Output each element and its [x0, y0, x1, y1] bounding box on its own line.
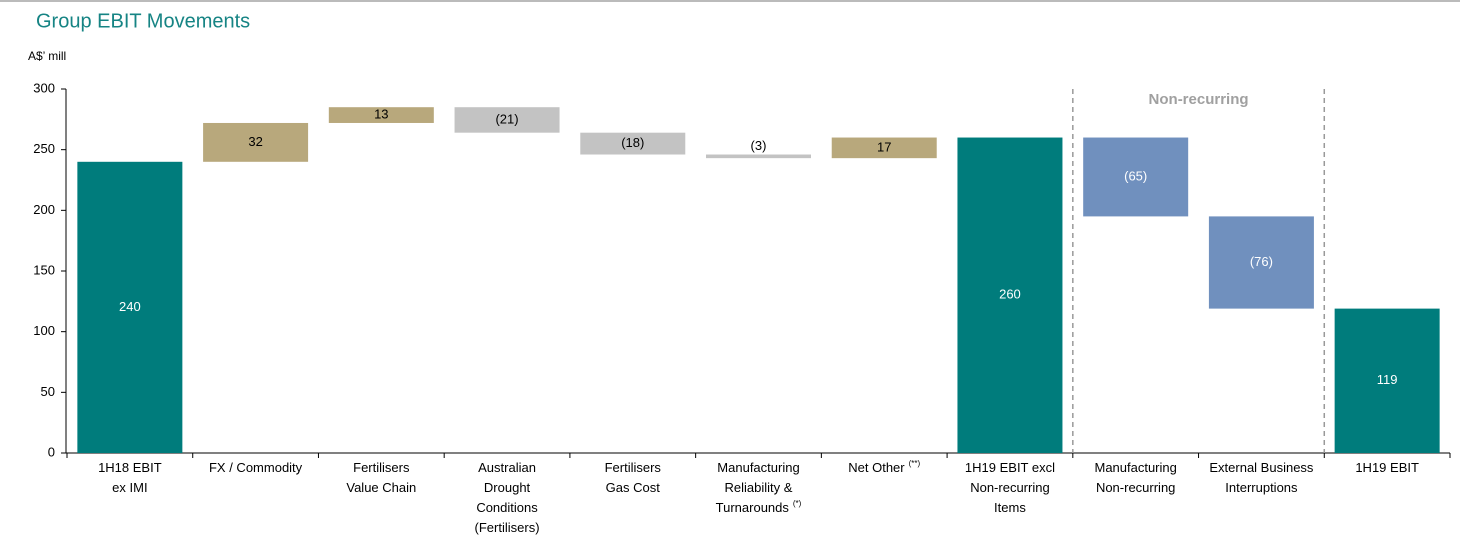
bar: [454, 107, 560, 133]
x-tick-label-line: Items: [994, 500, 1026, 515]
value-label: 240: [119, 299, 141, 314]
x-tick-label: Turnarounds (*): [716, 499, 802, 515]
x-tick-label-line: External Business: [1209, 460, 1314, 475]
x-tick-label-line: Interruptions: [1225, 480, 1298, 495]
value-label: 32: [248, 134, 262, 149]
x-tick-label-line: Non-recurring: [970, 480, 1049, 495]
chart-title: Group EBIT Movements: [36, 10, 250, 32]
x-tick-label: Manufacturing: [1094, 460, 1176, 475]
x-tick-label-note: (*): [793, 499, 802, 508]
x-tick-label: Value Chain: [346, 480, 416, 495]
value-label: (65): [1124, 168, 1147, 183]
x-tick-label-line: Gas Cost: [606, 480, 661, 495]
x-tick-label-note: (**): [909, 459, 921, 468]
value-label: (76): [1250, 254, 1273, 269]
x-tick-label: Gas Cost: [606, 480, 661, 495]
value-label: 17: [877, 139, 891, 154]
value-label: 119: [1377, 372, 1398, 387]
bar: [580, 132, 686, 155]
x-tick-label-line: Manufacturing: [717, 460, 799, 475]
y-axis-label: A$’ mill: [28, 49, 66, 63]
y-tick-label: 200: [33, 202, 55, 217]
bar: [1083, 137, 1189, 217]
x-tick-label: ex IMI: [112, 480, 147, 495]
x-tick-label: Fertilisers: [353, 460, 410, 475]
bar: [203, 122, 309, 162]
bar: [77, 161, 183, 454]
x-tick-label: 1H19 EBIT: [1355, 460, 1419, 475]
value-label: 260: [999, 287, 1021, 302]
x-tick-label-line: 1H19 EBIT excl: [965, 460, 1055, 475]
x-tick-label-line: Australian: [478, 460, 536, 475]
x-tick-label: External Business: [1209, 460, 1314, 475]
x-tick-label-line: Value Chain: [346, 480, 416, 495]
x-tick-label: Non-recurring: [970, 480, 1049, 495]
x-tick-label-line: ex IMI: [112, 480, 147, 495]
x-tick-label: Non-recurring: [1096, 480, 1175, 495]
y-tick-label: 250: [33, 141, 55, 156]
x-tick-label-line: Non-recurring: [1096, 480, 1175, 495]
value-label: (3): [751, 138, 767, 153]
x-tick-label-line: Conditions: [476, 500, 538, 515]
x-tick-label: 1H19 EBIT excl: [965, 460, 1055, 475]
bar: [328, 107, 434, 123]
bar: [831, 137, 937, 159]
x-tick-label-line: Reliability &: [725, 480, 793, 495]
x-tick-label: Fertilisers: [605, 460, 662, 475]
x-tick-label: Australian: [478, 460, 536, 475]
x-tick-label-line: FX / Commodity: [209, 460, 303, 475]
x-tick-label-line: 1H19 EBIT: [1355, 460, 1419, 475]
value-label: 13: [374, 107, 388, 122]
value-label: (21): [495, 111, 518, 126]
x-tick-label: Manufacturing: [717, 460, 799, 475]
x-tick-label-line: Net Other: [848, 460, 905, 475]
x-tick-label: Items: [994, 500, 1026, 515]
x-tick-label: Reliability &: [725, 480, 793, 495]
x-tick-label-line: (Fertilisers): [475, 520, 540, 535]
x-tick-label: Conditions: [476, 500, 538, 515]
x-tick-label: Drought: [484, 480, 531, 495]
x-tick-label-line: Manufacturing: [1094, 460, 1176, 475]
value-label: (18): [621, 135, 644, 150]
x-tick-label-line: 1H18 EBIT: [98, 460, 162, 475]
bar: [1208, 216, 1314, 309]
y-tick-label: 100: [33, 323, 55, 338]
x-tick-label: Interruptions: [1225, 480, 1298, 495]
annotation: Non-recurring: [1149, 91, 1249, 108]
x-tick-label-line: Turnarounds: [716, 500, 790, 515]
bar: [706, 154, 811, 159]
x-tick-label: 1H18 EBIT: [98, 460, 162, 475]
x-tick-label: (Fertilisers): [475, 520, 540, 535]
x-tick-label-line: Fertilisers: [605, 460, 662, 475]
x-tick-label-line: Fertilisers: [353, 460, 410, 475]
y-tick-label: 150: [33, 262, 55, 277]
y-tick-label: 300: [33, 80, 55, 95]
y-tick-label: 50: [41, 384, 55, 399]
x-tick-label: Net Other (**): [848, 459, 920, 475]
y-tick-label: 0: [48, 444, 55, 459]
bar: [957, 137, 1063, 454]
x-tick-label: FX / Commodity: [209, 460, 303, 475]
x-tick-label-line: Drought: [484, 480, 531, 495]
bar: [1334, 308, 1440, 453]
